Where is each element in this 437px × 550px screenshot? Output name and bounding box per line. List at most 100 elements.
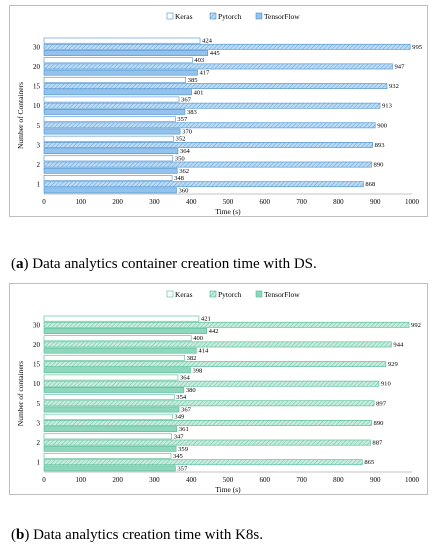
- y-tick-label: 2: [37, 439, 41, 447]
- bar: [43, 167, 178, 174]
- x-tick-label: 100: [76, 198, 87, 206]
- data-label: 354: [176, 394, 187, 401]
- legend-item: TensorFlow: [255, 290, 300, 299]
- y-tick-label: 5: [37, 122, 41, 130]
- legend-swatch: [255, 12, 263, 20]
- bars: 3042499544520403947417153859324011036791…: [33, 38, 423, 195]
- bar: [43, 135, 174, 142]
- bar: [43, 122, 376, 129]
- bar: [43, 439, 371, 446]
- data-label: 897: [376, 400, 387, 407]
- bar: [43, 465, 176, 472]
- data-label: 424: [202, 38, 213, 45]
- bar: [43, 321, 410, 328]
- bar: [43, 43, 411, 50]
- bar: [43, 354, 185, 361]
- data-label: 357: [177, 116, 188, 123]
- x-axis-title: Time (s): [215, 207, 241, 216]
- bar: [43, 96, 180, 103]
- data-label: 414: [198, 348, 209, 355]
- y-tick-label: 5: [37, 400, 41, 408]
- data-label: 362: [179, 168, 189, 175]
- bar: [43, 394, 175, 401]
- legend-label: Keras: [175, 12, 193, 21]
- x-tick-label: 600: [260, 198, 271, 206]
- bar: [43, 50, 209, 56]
- data-label: 400: [193, 335, 204, 342]
- data-label: 350: [175, 155, 186, 162]
- data-label: 947: [394, 63, 405, 70]
- data-label: 417: [199, 70, 210, 77]
- bar: [43, 335, 192, 342]
- legend-item: Pytorch: [209, 12, 242, 21]
- legend-label: Pytorch: [218, 12, 242, 21]
- legend-label: TensorFlow: [264, 12, 300, 21]
- bar: [43, 315, 200, 322]
- y-tick-label: 2: [37, 161, 41, 169]
- y-tick-label: 1: [37, 459, 41, 467]
- x-tick-label: 600: [260, 476, 271, 484]
- data-label: 929: [388, 361, 399, 368]
- chart-b: Keras Pytorch TensorFlow 0 100 200 300 400 500 60…: [16, 290, 421, 494]
- data-label: 364: [180, 148, 191, 155]
- legend-item: TensorFlow: [255, 12, 300, 21]
- data-label: 401: [194, 89, 204, 96]
- data-label: 890: [374, 162, 385, 169]
- caption-a-tag: a: [16, 256, 24, 272]
- y-tick-label: 30: [33, 321, 41, 329]
- x-tick-label: 700: [296, 198, 307, 206]
- data-label: 360: [178, 187, 189, 194]
- legend-item: Pytorch: [209, 290, 242, 299]
- legend: Keras Pytorch TensorFlow: [166, 290, 300, 299]
- data-label: 890: [374, 420, 385, 427]
- data-label: 361: [179, 426, 189, 433]
- x-tick-label: 400: [186, 198, 197, 206]
- x-tick-label: 300: [149, 476, 160, 484]
- legend-swatch: [255, 290, 263, 298]
- bar: [43, 89, 192, 96]
- bar: [43, 128, 181, 135]
- bar: [43, 102, 381, 109]
- y-tick-label: 30: [33, 43, 41, 51]
- data-label: 370: [182, 129, 193, 136]
- bar: [43, 400, 375, 407]
- bar: [43, 361, 387, 367]
- data-label: 887: [372, 440, 383, 447]
- bar: [43, 108, 186, 115]
- bar: [43, 445, 177, 452]
- data-label: 403: [194, 57, 205, 64]
- bar: [43, 76, 186, 83]
- y-axis-title: Number of containers: [16, 361, 25, 426]
- x-tick-label: 200: [112, 198, 123, 206]
- x-tick-label: 1000: [405, 198, 420, 206]
- bar: [43, 380, 380, 387]
- x-tick-label: 400: [186, 476, 197, 484]
- data-label: 865: [364, 459, 375, 466]
- data-label: 442: [209, 328, 219, 335]
- data-label: 380: [186, 387, 197, 394]
- y-tick-label: 15: [33, 83, 41, 91]
- bar: [43, 116, 176, 123]
- data-label: 359: [178, 446, 189, 453]
- data-label: 345: [173, 453, 184, 460]
- caption-b-tag: b: [16, 527, 25, 543]
- bar: [43, 433, 172, 440]
- data-label: 944: [393, 341, 404, 348]
- y-tick-label: 3: [37, 419, 41, 427]
- data-label: 364: [180, 374, 191, 381]
- data-label: 992: [411, 322, 421, 329]
- legend: Keras Pytorch TensorFlow: [166, 12, 300, 21]
- legend-swatch: [209, 290, 217, 298]
- bar: [43, 386, 185, 393]
- data-label: 352: [176, 136, 186, 143]
- bar: [43, 413, 173, 420]
- data-label: 357: [177, 465, 188, 472]
- legend-label: Keras: [175, 290, 193, 299]
- data-label: 900: [377, 122, 388, 129]
- data-label: 398: [192, 367, 203, 374]
- data-label: 910: [381, 381, 392, 388]
- data-label: 421: [201, 316, 211, 323]
- y-axis-title: Number of Containers: [16, 82, 25, 149]
- x-tick-label: 300: [149, 198, 160, 206]
- chart-panel-b: Keras Pytorch TensorFlow 0 100 200 300 400 500 60…: [9, 283, 428, 495]
